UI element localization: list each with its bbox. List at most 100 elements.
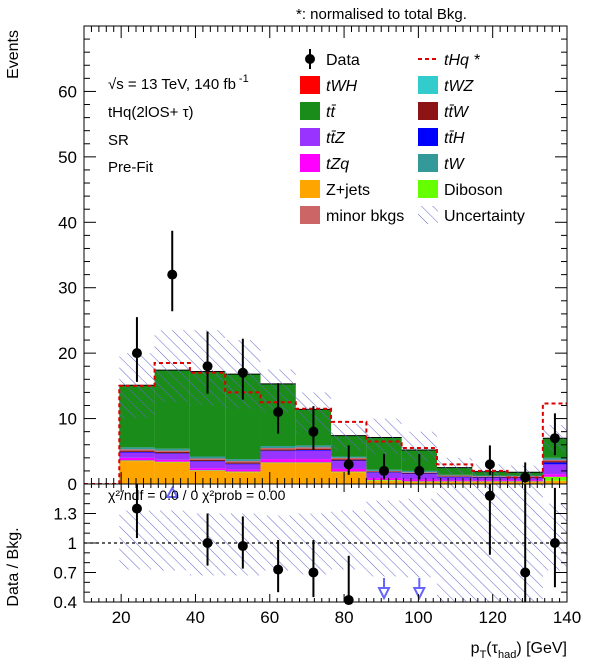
bar-tZq-bin-4 [225, 469, 261, 472]
bar-minor-bin-5 [260, 448, 296, 450]
bar-minor-bin-4 [225, 461, 261, 463]
bar-minor-bin-13 [542, 459, 567, 462]
bar-tW-bin-3 [189, 456, 226, 459]
bar-ttZ-bin-5 [260, 451, 296, 460]
bar-Zjets-bin-7 [331, 472, 367, 484]
data-point-1 [167, 269, 178, 280]
bar-tZq-bin-11 [472, 480, 508, 482]
bar-ttZ-bin-11 [472, 478, 508, 481]
x-tick-label-140: 140 [553, 608, 581, 627]
bar-Zjets-bin-5 [260, 463, 296, 484]
x-tick-label-80: 80 [335, 608, 354, 627]
bar-minor-bin-1 [119, 449, 155, 451]
bar-Diboson-bin-11 [472, 481, 508, 483]
bar-tW-bin-5 [260, 446, 296, 449]
bar-Diboson-bin-2 [154, 461, 190, 463]
bar-Diboson-bin-3 [189, 470, 226, 471]
ratio-y-tick-label-1: 1 [68, 534, 77, 553]
data-point-7 [379, 465, 390, 476]
bar-Zjets-bin-12 [507, 482, 543, 484]
energy-text: √s = 13 TeV, 140 fb [108, 76, 236, 93]
data-point-3 [237, 367, 248, 378]
ratio-point-2 [237, 540, 248, 551]
x-axis-label: pT(τhad) [GeV] [471, 640, 567, 661]
main-y-tick-label-0: 0 [68, 475, 77, 494]
ratio-points [131, 484, 560, 606]
data-point-6 [343, 459, 354, 470]
legend-label-signal: tHq * [444, 52, 480, 69]
legend-swatch-Diboson [418, 180, 438, 198]
legend-swatch-tWH [300, 76, 320, 94]
legend-swatch-tW [418, 154, 438, 172]
legend-label-ttZ: tt̄Z [326, 130, 346, 147]
legend-swatch-tZq [300, 154, 320, 172]
bar-ttW-bin-3 [189, 459, 226, 462]
bar-tZq-bin-13 [542, 474, 567, 477]
bar-Zjets-bin-9 [401, 482, 437, 484]
bar-ttH-bin-5 [260, 450, 296, 452]
bar-ttH-bin-1 [119, 451, 155, 453]
data-point-12 [549, 433, 560, 444]
ratio-point-5 [343, 595, 354, 606]
bar-ttZ-bin-3 [189, 461, 226, 469]
main-y-tick-label-60: 60 [58, 82, 77, 101]
ratio-y-axis-label: Data / Bkg. [5, 527, 22, 606]
legend-label-data: Data [326, 52, 360, 69]
bar-Zjets-bin-13 [542, 480, 567, 484]
legend-label-Zjets: Z+jets [326, 182, 370, 199]
main-y-axis-label: Events [5, 30, 22, 79]
bar-ttW-bin-13 [542, 461, 567, 463]
data-point-2 [202, 361, 213, 372]
ratio-point-1 [202, 538, 213, 548]
legend-label-ttbar: tt̄ [326, 104, 337, 121]
legend-swatch-tWZ [418, 76, 438, 94]
legend-label-tWH: tWH [326, 78, 358, 95]
ratio-text: χ²/ndf = 0.0 / 0 χ²prob = 0.00 [108, 487, 286, 503]
lumi-exponent: -1 [239, 73, 249, 85]
x-tick-label-60: 60 [260, 608, 279, 627]
bar-Zjets-bin-6 [295, 463, 332, 484]
bar-ttH-bin-6 [295, 449, 332, 451]
signal-tHq-line [84, 361, 567, 484]
bar-Diboson-bin-5 [260, 462, 296, 464]
legend-label-ttH: tt̄H [444, 130, 465, 147]
ratio-point-8 [549, 538, 560, 548]
x-axis-label-part-3: had [498, 649, 516, 661]
bar-tZq-bin-6 [295, 459, 332, 463]
main-y-tick-label-20: 20 [58, 344, 77, 363]
x-axis-label-part-4: ) [GeV] [516, 640, 567, 657]
ratio-point-6 [484, 490, 495, 501]
bar-Zjets-bin-2 [154, 462, 190, 484]
stage-label: Pre-Fit [108, 159, 154, 176]
x-axis-label-part-0: p [471, 640, 480, 657]
bar-tW-bin-4 [225, 459, 261, 462]
bar-Zjets-bin-8 [366, 480, 402, 484]
main-y-tick-label-30: 30 [58, 279, 77, 298]
bar-Diboson-bin-10 [436, 481, 473, 483]
data-points [131, 230, 560, 483]
bar-tZq-bin-10 [436, 480, 473, 482]
bar-Diboson-bin-1 [119, 460, 155, 462]
ratio-point-0 [131, 503, 142, 514]
legend: Data tHq * tWH tWZ tt̄ tt̄W tt̄Z tt̄H tZq tW Z+jet… [300, 49, 525, 225]
legend-label-minor: minor bkgs [326, 208, 404, 225]
uncertainty-bin-2 [154, 330, 190, 403]
bar-ttW-bin-10 [436, 476, 473, 477]
ratio-y-axis: 0.4 0.7 1 1.3 [53, 483, 567, 612]
bar-minor-bin-2 [154, 450, 190, 452]
ratio-uncertainty-bin-8 [366, 500, 402, 577]
energy-label: √s = 13 TeV, 140 fb -1 [108, 73, 249, 93]
ratio-uncertainty-bin-9 [401, 498, 437, 578]
bar-tW-bin-2 [154, 448, 190, 451]
ratio-panel: 0.4 0.7 1 1.3 20 40 60 80 100 120 140 χ²/ndf = 0.… [5, 483, 581, 661]
bar-tZq-bin-9 [401, 479, 437, 482]
legend-swatch-Zjets [300, 180, 320, 198]
legend-swatch-ttH [418, 128, 438, 146]
bar-minor-bin-10 [436, 475, 473, 477]
bar-Diboson-bin-4 [225, 471, 261, 473]
legend-label-tZq: tZq [326, 156, 349, 173]
bar-Zjets-bin-10 [436, 482, 473, 484]
bar-Diboson-bin-13 [542, 476, 567, 481]
ratio-y-tick-label-0.4: 0.4 [53, 593, 77, 612]
ratio-offscale-arrow-up-0 [165, 485, 179, 498]
